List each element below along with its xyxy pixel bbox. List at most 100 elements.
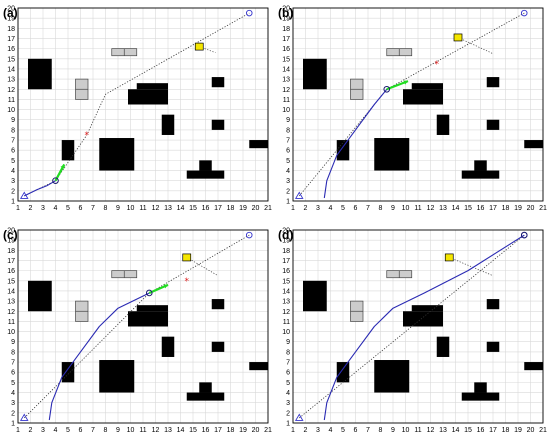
- x-tick-label: 3: [316, 427, 320, 434]
- static-obstacle: [336, 362, 350, 383]
- x-tick-label: 16: [477, 427, 485, 434]
- dynamic-obstacle: [386, 48, 413, 57]
- x-tick-label: 17: [214, 205, 222, 212]
- static-obstacle: [99, 138, 135, 171]
- x-tick-label: 12: [152, 205, 160, 212]
- x-tick-label: 3: [41, 205, 45, 212]
- x-tick-label: 15: [464, 205, 472, 212]
- x-tick-label: 3: [41, 427, 45, 434]
- x-tick-label: 19: [239, 427, 247, 434]
- y-tick-label: 1: [286, 421, 290, 428]
- x-tick-label: 10: [402, 205, 410, 212]
- y-tick-label: 7: [11, 138, 15, 145]
- x-tick-label: 8: [104, 205, 108, 212]
- y-tick-label: 3: [11, 400, 15, 407]
- y-tick-label: 7: [11, 360, 15, 367]
- panel-b-plot: 1 2 3 4 5 6 7 8 9 10 11 12 13 14 15 16 17 18 19 20 211234567…: [278, 6, 547, 213]
- y-tick-label: 2: [286, 410, 290, 417]
- y-tick-label: 10: [7, 329, 15, 336]
- y-tick-label: 19: [7, 238, 15, 245]
- x-tick-label: 19: [239, 205, 247, 212]
- moving-target: [444, 253, 454, 262]
- y-tick-label: 14: [7, 288, 15, 295]
- goal-marker: [245, 231, 253, 239]
- x-tick-label: 10: [402, 427, 410, 434]
- y-tick-label: 18: [7, 248, 15, 255]
- y-tick-label: 17: [282, 36, 290, 43]
- static-obstacle: [474, 382, 487, 393]
- x-tick-label: 15: [464, 427, 472, 434]
- target-trail: [186, 257, 219, 277]
- goal-marker: [520, 9, 528, 17]
- x-tick-label: 19: [514, 427, 522, 434]
- static-obstacle: [161, 114, 175, 135]
- y-tick-label: 4: [11, 390, 15, 397]
- x-tick-label: 1: [16, 427, 20, 434]
- y-tick-label: 12: [282, 87, 290, 94]
- panel-label: (d): [278, 228, 293, 242]
- y-tick-label: 11: [8, 97, 15, 104]
- y-tick-label: 8: [286, 127, 290, 134]
- waypoint-marker: *: [435, 60, 440, 70]
- y-tick-label: 16: [282, 268, 290, 275]
- target-trail: [449, 257, 494, 277]
- x-tick-label: 13: [164, 205, 172, 212]
- y-tick-label: 20: [282, 6, 290, 13]
- x-tick-label: 7: [366, 427, 370, 434]
- x-tick-label: 7: [91, 427, 95, 434]
- x-tick-label: 21: [539, 427, 547, 434]
- dynamic-obstacle: [111, 48, 138, 57]
- y-tick-label: 15: [7, 56, 15, 63]
- y-tick-label: 8: [11, 127, 15, 134]
- static-obstacle: [524, 362, 543, 371]
- static-obstacle: [186, 392, 225, 401]
- y-tick-label: 18: [282, 248, 290, 255]
- y-tick-label: 10: [282, 329, 290, 336]
- static-obstacle: [128, 89, 168, 105]
- panel-label: (b): [278, 6, 293, 20]
- static-obstacle: [211, 119, 225, 130]
- x-tick-label: 1: [291, 205, 295, 212]
- static-obstacle: [461, 392, 500, 401]
- static-obstacle: [336, 140, 350, 161]
- reference-line: [299, 234, 525, 419]
- y-tick-label: 6: [286, 148, 290, 155]
- robot-marker: [145, 289, 153, 297]
- static-obstacle: [486, 299, 500, 310]
- y-tick-label: 12: [282, 309, 290, 316]
- x-tick-label: 4: [329, 427, 333, 434]
- panel-c: 1 2 3 4 5 6 7 8 9 10 11 12 13 14 15 16 17 18 19 20 21 1 2 3 4 5 6 7…: [0, 222, 275, 444]
- x-tick-label: 21: [539, 205, 547, 212]
- x-tick-label: 9: [116, 427, 120, 434]
- static-obstacle: [403, 311, 443, 327]
- plot-frame: [292, 229, 544, 424]
- x-tick-label: 20: [252, 427, 260, 434]
- y-tick-label: 13: [282, 77, 290, 84]
- static-obstacle: [474, 160, 487, 171]
- y-tick-label: 5: [11, 158, 15, 165]
- x-tick-label: 11: [414, 427, 421, 434]
- x-tick-label: 7: [366, 205, 370, 212]
- y-tick-label: 16: [7, 46, 15, 53]
- x-tick-label: 5: [66, 427, 70, 434]
- x-tick-label: 2: [29, 205, 33, 212]
- static-obstacle: [249, 140, 268, 149]
- moving-target: [182, 253, 192, 262]
- y-tick-label: 20: [7, 228, 15, 235]
- y-tick-label: 10: [282, 107, 290, 114]
- static-obstacle: [436, 114, 450, 135]
- y-tick-label: 3: [11, 178, 15, 185]
- heading-arrow-head: [403, 80, 408, 85]
- panel-label: (c): [3, 228, 18, 242]
- static-obstacle: [61, 140, 75, 161]
- x-tick-label: 2: [29, 427, 33, 434]
- y-tick-label: 19: [7, 16, 15, 23]
- static-obstacle: [99, 360, 135, 393]
- y-tick-label: 5: [286, 158, 290, 165]
- x-tick-label: 11: [414, 205, 421, 212]
- y-tick-label: 9: [11, 339, 15, 346]
- y-tick-label: 8: [286, 349, 290, 356]
- y-tick-label: 2: [11, 410, 15, 417]
- static-obstacle: [199, 160, 212, 171]
- y-tick-label: 11: [283, 319, 290, 326]
